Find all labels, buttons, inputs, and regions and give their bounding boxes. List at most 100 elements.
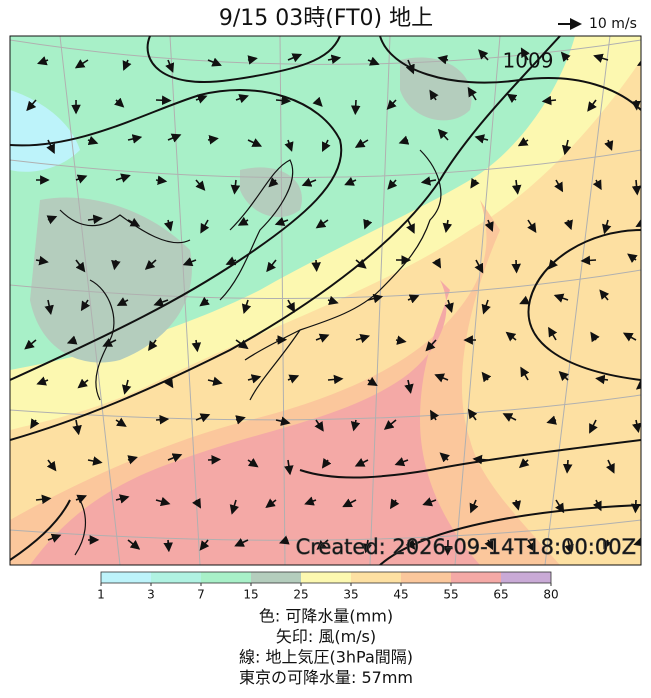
wind-arrow — [342, 498, 357, 508]
colorbar-segment — [351, 572, 401, 583]
colorbar-tick-label: 7 — [197, 588, 205, 602]
wind-arrow — [237, 216, 249, 226]
wind-arrow — [420, 176, 437, 186]
wind-arrow — [111, 259, 121, 271]
wind-arrow — [155, 175, 168, 185]
wind-arrow — [195, 94, 208, 104]
wind-arrow — [115, 417, 127, 427]
wind-arrow — [148, 339, 158, 351]
wind-arrow — [36, 376, 49, 386]
wind-arrow — [266, 259, 277, 273]
wind-arrow — [195, 179, 206, 191]
wind-arrow — [284, 139, 294, 152]
wind-arrow — [192, 497, 201, 509]
wind-arrow — [603, 538, 612, 550]
wind-arrow — [587, 99, 597, 112]
wind-arrow — [404, 379, 414, 394]
wind-arrow — [312, 96, 323, 107]
wind-arrow — [484, 219, 494, 232]
wind-arrow — [115, 494, 130, 504]
colorbar-tick-label: 45 — [393, 588, 408, 602]
colorbar-tick-label: 65 — [493, 588, 508, 602]
wind-arrow — [520, 366, 530, 381]
wind-arrow — [287, 53, 303, 63]
wind-arrow — [315, 333, 330, 343]
created-stamp: Created: 2026-09-14T18:00:00Z — [296, 535, 636, 559]
wind-arrow — [589, 419, 598, 434]
wind-arrow — [469, 499, 479, 514]
colorbar-segment — [151, 572, 201, 583]
wind-arrow — [26, 99, 37, 112]
wind-arrow — [275, 416, 291, 426]
wind-arrow — [30, 418, 40, 429]
wind-arrow — [241, 299, 252, 314]
wind-arrow — [606, 459, 615, 474]
wind-arrow — [406, 219, 415, 234]
wind-arrow — [386, 99, 397, 110]
legend-line: 東京の可降水量: 57mm — [239, 668, 413, 687]
wind-arrow — [207, 135, 219, 145]
wind-arrow — [322, 139, 331, 152]
wind-arrow — [304, 496, 317, 506]
wind-arrow — [405, 59, 415, 75]
wind-arrow — [592, 499, 602, 512]
wind-arrow — [37, 56, 49, 66]
wind-arrow — [390, 498, 400, 510]
region-pink — [30, 280, 480, 565]
wind-arrow — [541, 95, 557, 106]
wind-arrow — [46, 459, 57, 472]
wind-arrow — [558, 370, 569, 382]
wind-arrow — [163, 539, 173, 553]
wind-arrow — [602, 219, 612, 235]
wind-arrow — [563, 219, 573, 231]
wind-arrow — [560, 51, 571, 63]
wind-arrow — [122, 59, 132, 71]
wind-arrow — [548, 326, 558, 341]
wind-arrow — [75, 494, 87, 504]
wind-arrow — [274, 216, 289, 227]
wind-arrow — [636, 57, 641, 66]
wind-arrow — [301, 177, 317, 187]
wind-arrow — [182, 257, 197, 267]
wind-arrow — [564, 539, 574, 555]
wind-arrow — [595, 374, 609, 385]
wind-arrow — [74, 59, 89, 69]
colorbar-segment — [201, 572, 251, 583]
region-gray — [240, 167, 302, 218]
legend-line: 矢印: 風(m/s) — [276, 627, 376, 646]
wind-arrow — [437, 55, 449, 65]
wind-arrow — [279, 535, 290, 545]
wind-arrow — [439, 452, 450, 463]
wind-arrow — [444, 299, 454, 313]
wind-arrow — [387, 179, 398, 190]
colorbar-segment — [451, 572, 501, 583]
wind-arrow — [599, 289, 610, 301]
wind-arrow — [327, 374, 344, 385]
colorbar-tick-label: 3 — [147, 588, 155, 602]
wind-arrow — [553, 293, 569, 303]
colorbar-segment — [301, 572, 351, 583]
wind-arrow — [35, 255, 49, 266]
wind-arrow — [265, 498, 277, 509]
wind-arrow — [511, 179, 522, 195]
wind-arrow — [430, 409, 440, 421]
wind-arrow — [167, 453, 183, 463]
wind-arrow — [467, 86, 477, 101]
wind-arrow — [46, 215, 58, 225]
wind-arrow — [604, 139, 614, 151]
wind-arrow — [350, 99, 361, 116]
wind-arrow — [442, 219, 453, 233]
colorbar-segment — [251, 572, 301, 583]
wind-arrow — [200, 219, 210, 234]
wind-arrow — [367, 56, 380, 66]
wind-arrow — [155, 414, 170, 425]
wind-arrow — [632, 419, 641, 434]
wind-arrow — [165, 59, 175, 73]
wind-arrow — [344, 176, 357, 186]
region-gray — [400, 57, 472, 121]
wind-arrow — [354, 457, 369, 467]
wind-arrow — [472, 454, 489, 465]
wind-arrow — [235, 415, 246, 425]
wind-arrow — [153, 297, 169, 307]
